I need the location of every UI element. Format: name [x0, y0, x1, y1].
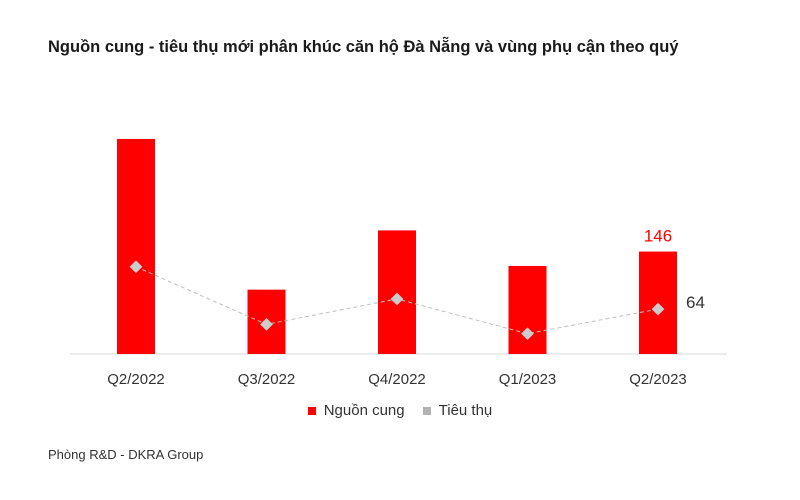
source-note: Phòng R&D - DKRA Group — [48, 447, 204, 462]
legend-swatch-tieu-thu — [422, 406, 431, 415]
legend: Nguồn cung Tiêu thụ — [0, 402, 800, 419]
legend-swatch-nguon-cung — [307, 406, 316, 415]
bar-q1-2023 — [508, 265, 547, 354]
bar-q4-2022 — [378, 230, 416, 354]
x-tick-q4-2022: Q4/2022 — [368, 371, 426, 388]
legend-label-nguon-cung: Nguồn cung — [323, 402, 405, 419]
legend-label-tieu-thu: Tiêu thụ — [438, 402, 493, 419]
data-label-nguon-cung-q2-2023: 146 — [644, 227, 672, 246]
data-label-tieu-thu-q2-2023: 64 — [686, 293, 705, 312]
markers-group — [129, 260, 665, 341]
legend-item-tieu-thu: Tiêu thụ — [422, 402, 493, 419]
x-tick-q2-2023: Q2/2023 — [629, 371, 687, 388]
x-tick-q3-2022: Q3/2022 — [238, 371, 296, 388]
legend-item-nguon-cung: Nguồn cung — [307, 402, 405, 419]
x-tick-q1-2023: Q1/2023 — [499, 371, 557, 388]
x-tick-labels: Q2/2022 Q3/2022 Q4/2022 Q1/2023 Q2/2023 — [107, 371, 687, 388]
data-labels: 146 64 — [644, 227, 705, 313]
marker-q3-2022 — [260, 318, 273, 331]
marker-q2-2022 — [129, 260, 143, 274]
chart-title: Nguồn cung - tiêu thụ mới phân khúc căn … — [48, 38, 679, 56]
marker-q4-2022 — [390, 292, 404, 306]
x-tick-q2-2022: Q2/2022 — [107, 371, 165, 388]
bar-q2-2022 — [117, 138, 155, 354]
